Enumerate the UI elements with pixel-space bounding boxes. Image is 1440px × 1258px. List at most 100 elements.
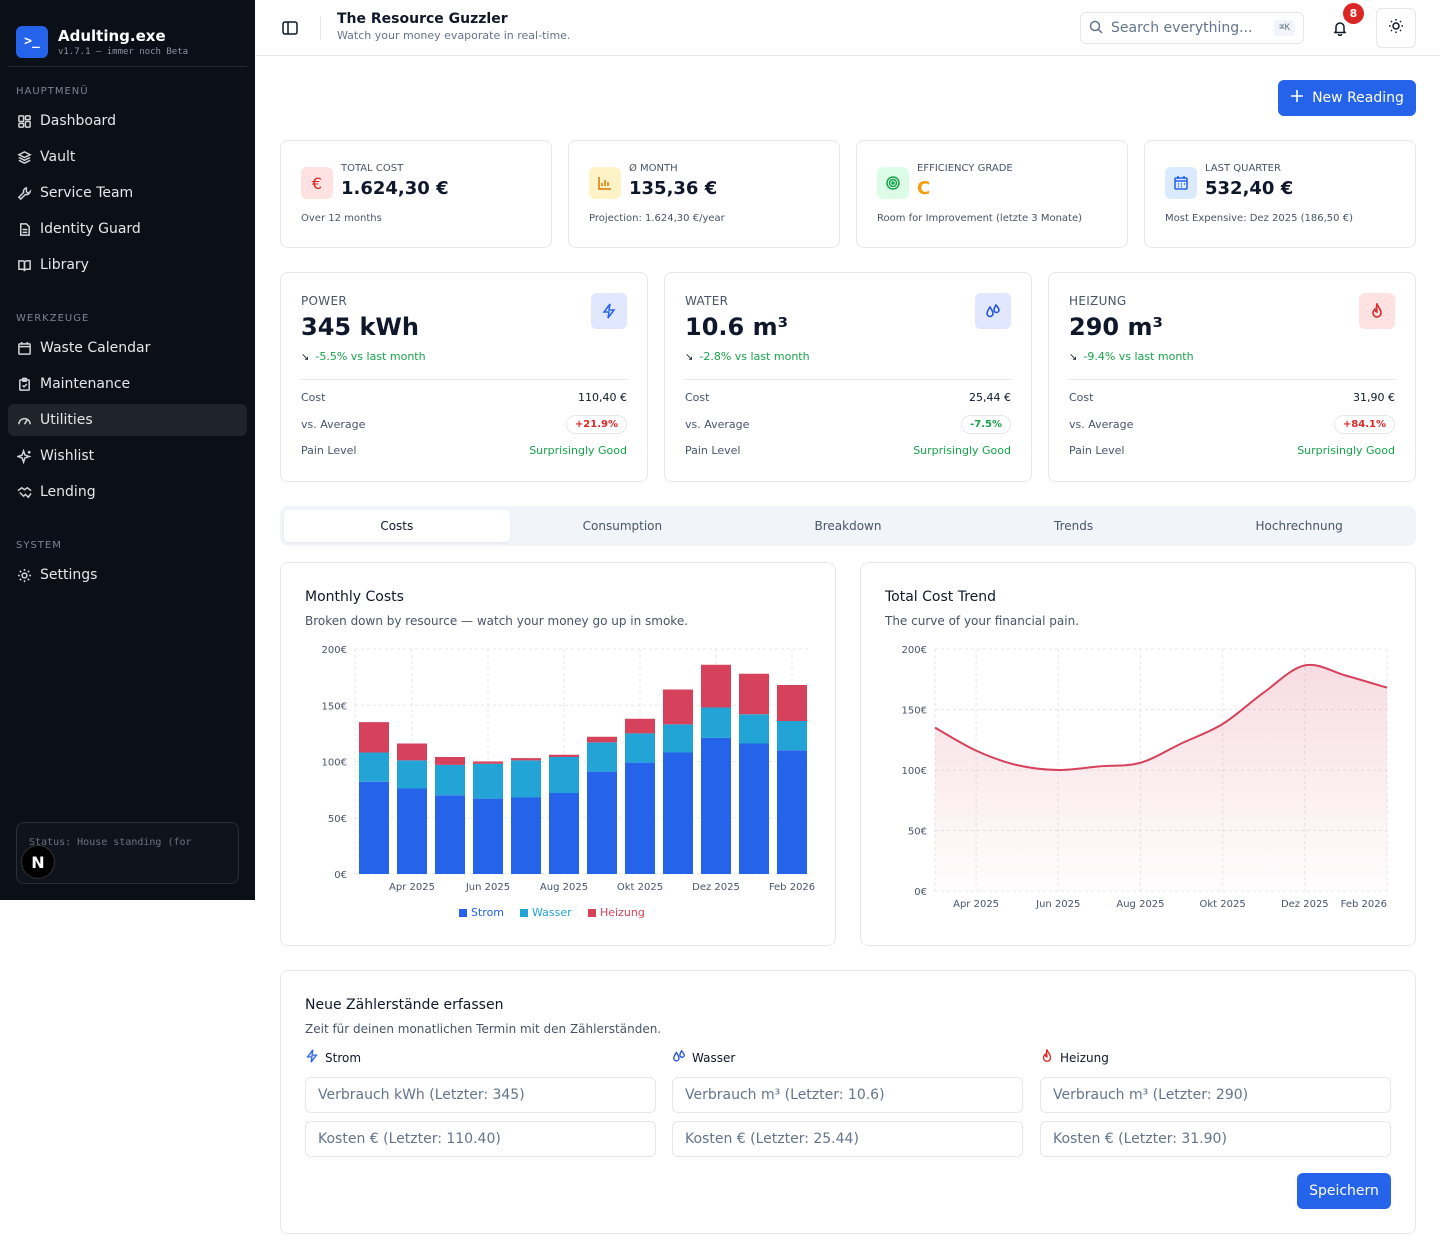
bar-strom-2[interactable] xyxy=(435,795,465,874)
divider xyxy=(301,379,627,380)
resource-card-heating: HEIZUNG 290 m³ ↘ -9.4% vs last month Cost… xyxy=(1048,272,1416,482)
sidebar-item-vault[interactable]: Vault xyxy=(8,141,247,173)
bar-wasser-0[interactable] xyxy=(359,752,389,782)
bar-strom-4[interactable] xyxy=(511,797,541,875)
search-input[interactable]: Search everything... ⌘K xyxy=(1080,12,1304,44)
resource-trend: ↘ -9.4% vs last month xyxy=(1069,350,1194,363)
stat-card-last-quarter: LAST QUARTER 532,40 € Most Expensive: De… xyxy=(1144,140,1416,248)
bar-strom-9[interactable] xyxy=(701,737,731,874)
bar-heizung-10[interactable] xyxy=(739,673,769,715)
new-reading-button[interactable]: New Reading xyxy=(1278,80,1416,116)
bar-strom-8[interactable] xyxy=(663,752,693,875)
brand-title: Adulting.exe xyxy=(58,26,166,45)
bar-strom-7[interactable] xyxy=(625,762,655,874)
y-tick-label: 150€ xyxy=(902,706,927,717)
bar-strom-5[interactable] xyxy=(549,793,579,874)
bar-strom-0[interactable] xyxy=(359,781,389,874)
trend-line[interactable] xyxy=(934,663,1388,772)
heating-usage-input[interactable]: Verbrauch m³ (Letzter: 290) xyxy=(1040,1077,1391,1113)
resource-value: 345 kWh xyxy=(301,313,419,341)
power-cost-input[interactable]: Kosten € (Letzter: 110.40) xyxy=(305,1121,656,1157)
bar-wasser-11[interactable] xyxy=(777,721,807,751)
sidebar-item-settings[interactable]: Settings xyxy=(8,559,247,591)
y-tick-label: 50€ xyxy=(908,827,927,838)
heating-cost-input[interactable]: Kosten € (Letzter: 31.90) xyxy=(1040,1121,1391,1157)
header-divider xyxy=(320,16,321,40)
bar-wasser-2[interactable] xyxy=(435,764,465,796)
resource-trend: ↘ -5.5% vs last month xyxy=(301,350,426,363)
sidebar-item-lending[interactable]: Lending xyxy=(8,476,247,508)
bar-heizung-9[interactable] xyxy=(701,664,731,708)
bar-heizung-7[interactable] xyxy=(625,718,655,734)
bar-strom-6[interactable] xyxy=(587,771,617,874)
sidebar-item-utilities[interactable]: Utilities xyxy=(8,404,247,436)
bar-heizung-2[interactable] xyxy=(435,757,465,765)
y-tick-label: 100€ xyxy=(322,758,347,769)
stat-foot: Most Expensive: Dez 2025 (186,50 €) xyxy=(1165,213,1353,224)
bar-wasser-3[interactable] xyxy=(473,763,503,799)
sidebar-item-dashboard[interactable]: Dashboard xyxy=(8,105,247,137)
page-title: The Resource Guzzler xyxy=(337,11,508,27)
chart-tabs: Costs Consumption Breakdown Trends Hochr… xyxy=(280,506,1416,546)
brand[interactable]: >_ Adulting.exe v1.7.1 — immer noch Beta xyxy=(8,0,247,67)
search-icon xyxy=(1089,19,1103,38)
resource-label: WATER xyxy=(685,294,729,308)
sidebar-item-identity-guard[interactable]: Identity Guard xyxy=(8,213,247,245)
tab-trends[interactable]: Trends xyxy=(1054,519,1094,533)
bar-heizung-5[interactable] xyxy=(549,754,579,757)
bar-strom-3[interactable] xyxy=(473,798,503,874)
bell-icon[interactable] xyxy=(1326,14,1354,42)
water-usage-input[interactable]: Verbrauch m³ (Letzter: 10.6) xyxy=(672,1077,1023,1113)
nextjs-badge[interactable]: N xyxy=(21,845,55,879)
bar-heizung-6[interactable] xyxy=(587,736,617,743)
bar-wasser-5[interactable] xyxy=(549,757,579,793)
sidebar-item-wishlist[interactable]: Wishlist xyxy=(8,440,247,472)
sidebar-item-label: Maintenance xyxy=(40,376,131,392)
bar-heizung-3[interactable] xyxy=(473,761,503,764)
nav-section-title: SYSTEM xyxy=(16,540,62,551)
bar-heizung-8[interactable] xyxy=(663,689,693,725)
sidebar-item-label: Waste Calendar xyxy=(40,340,151,356)
sidebar-item-waste-calendar[interactable]: Waste Calendar xyxy=(8,332,247,364)
bar-heizung-11[interactable] xyxy=(777,685,807,721)
bar-wasser-6[interactable] xyxy=(587,742,617,772)
water-cost-input[interactable]: Kosten € (Letzter: 25.44) xyxy=(672,1121,1023,1157)
resource-label: HEIZUNG xyxy=(1069,294,1127,308)
header: The Resource Guzzler Watch your money ev… xyxy=(255,0,1440,56)
x-tick-label: Jun 2025 xyxy=(465,882,510,893)
sidebar-item-maintenance[interactable]: Maintenance xyxy=(8,368,247,400)
average-row: vs. Average +84.1% xyxy=(1069,415,1395,434)
x-tick-label: Dez 2025 xyxy=(692,882,740,893)
bar-wasser-10[interactable] xyxy=(739,714,769,744)
tab-consumption[interactable]: Consumption xyxy=(582,519,663,533)
bar-strom-1[interactable] xyxy=(397,788,427,875)
sidebar-item-library[interactable]: Library xyxy=(8,249,247,281)
chart-subtitle: The curve of your financial pain. xyxy=(885,614,1080,628)
chart-title: Monthly Costs xyxy=(305,589,404,605)
bar-wasser-8[interactable] xyxy=(663,724,693,753)
y-tick-label: 0€ xyxy=(914,887,927,898)
search-placeholder: Search everything... xyxy=(1111,20,1253,36)
bar-wasser-4[interactable] xyxy=(511,760,541,798)
legend-label-wasser: Wasser xyxy=(532,906,572,919)
bar-heizung-4[interactable] xyxy=(511,758,541,761)
bar-wasser-9[interactable] xyxy=(701,707,731,738)
stat-value: 1.624,30 € xyxy=(341,178,449,199)
tab-costs[interactable]: Costs xyxy=(284,510,510,542)
save-button[interactable]: Speichern xyxy=(1297,1173,1391,1209)
resource-card-power: POWER 345 kWh ↘ -5.5% vs last month Cost 1… xyxy=(280,272,648,482)
tab-breakdown[interactable]: Breakdown xyxy=(814,519,882,533)
tab-projection[interactable]: Hochrechnung xyxy=(1255,519,1343,533)
bar-wasser-7[interactable] xyxy=(625,733,655,763)
document-icon xyxy=(16,221,32,237)
sidebar-item-service-team[interactable]: Service Team xyxy=(8,177,247,209)
monthly-costs-chart: 0€ 50€ 100€ 150€ 200€ Apr 2025 Jun 2025 Aug 202… xyxy=(322,645,816,919)
bar-strom-10[interactable] xyxy=(739,743,769,875)
power-usage-input[interactable]: Verbrauch kWh (Letzter: 345) xyxy=(305,1077,656,1113)
bar-heizung-1[interactable] xyxy=(397,743,427,761)
bar-heizung-0[interactable] xyxy=(359,722,389,753)
theme-toggle-button[interactable] xyxy=(1376,8,1416,48)
bar-strom-11[interactable] xyxy=(777,750,807,874)
sidebar-toggle-icon[interactable] xyxy=(281,19,299,37)
bar-wasser-1[interactable] xyxy=(397,760,427,789)
